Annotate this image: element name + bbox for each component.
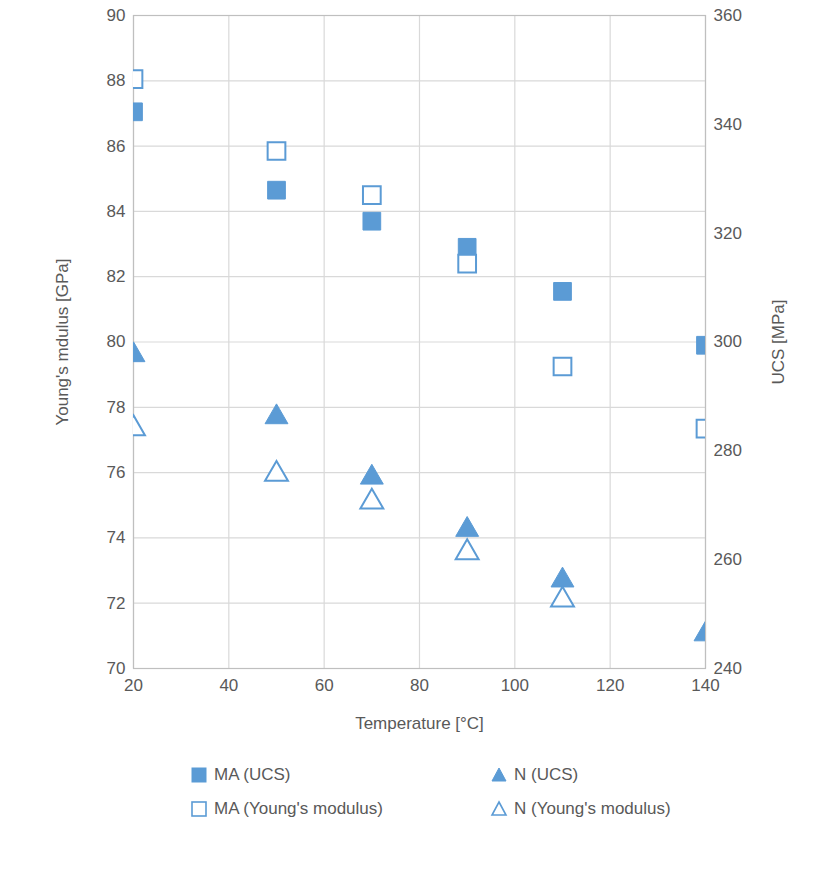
svg-text:Temperature [°C]: Temperature [°C] xyxy=(355,714,484,733)
svg-text:240: 240 xyxy=(713,658,742,678)
svg-text:82: 82 xyxy=(107,267,126,286)
svg-text:320: 320 xyxy=(714,224,742,243)
svg-text:90: 90 xyxy=(107,6,126,25)
svg-text:340: 340 xyxy=(714,115,742,134)
svg-text:80: 80 xyxy=(410,676,429,695)
svg-text:20: 20 xyxy=(124,676,143,695)
svg-text:100: 100 xyxy=(501,676,529,695)
svg-text:60: 60 xyxy=(315,676,334,695)
svg-text:76: 76 xyxy=(107,463,126,482)
html-text:MA (UCS): MA (UCS) xyxy=(214,765,291,784)
svg-text:140: 140 xyxy=(691,676,719,695)
svg-text:UCS [MPa]: UCS [MPa] xyxy=(769,299,788,384)
svg-text:300: 300 xyxy=(714,332,742,351)
html-text:N (Young's modulus): N (Young's modulus) xyxy=(514,799,671,818)
svg-text:86: 86 xyxy=(107,137,126,156)
svg-text:260: 260 xyxy=(714,550,742,569)
svg-text:360: 360 xyxy=(714,6,742,25)
svg-text:Young's mdulus [GPa]: Young's mdulus [GPa] xyxy=(53,258,72,425)
svg-text:88: 88 xyxy=(107,71,126,90)
svg-text:280: 280 xyxy=(714,441,742,460)
svg-text:78: 78 xyxy=(107,398,126,417)
svg-text:70: 70 xyxy=(107,659,126,678)
svg-text:40: 40 xyxy=(219,676,238,695)
svg-text:120: 120 xyxy=(596,676,624,695)
svg-text:74: 74 xyxy=(107,528,126,547)
html-text:MA (Young's modulus): MA (Young's modulus) xyxy=(214,799,383,818)
svg-text:80: 80 xyxy=(107,332,126,351)
svg-text:72: 72 xyxy=(107,594,126,613)
svg-text:84: 84 xyxy=(107,202,126,221)
html-text:N (UCS): N (UCS) xyxy=(514,765,579,784)
